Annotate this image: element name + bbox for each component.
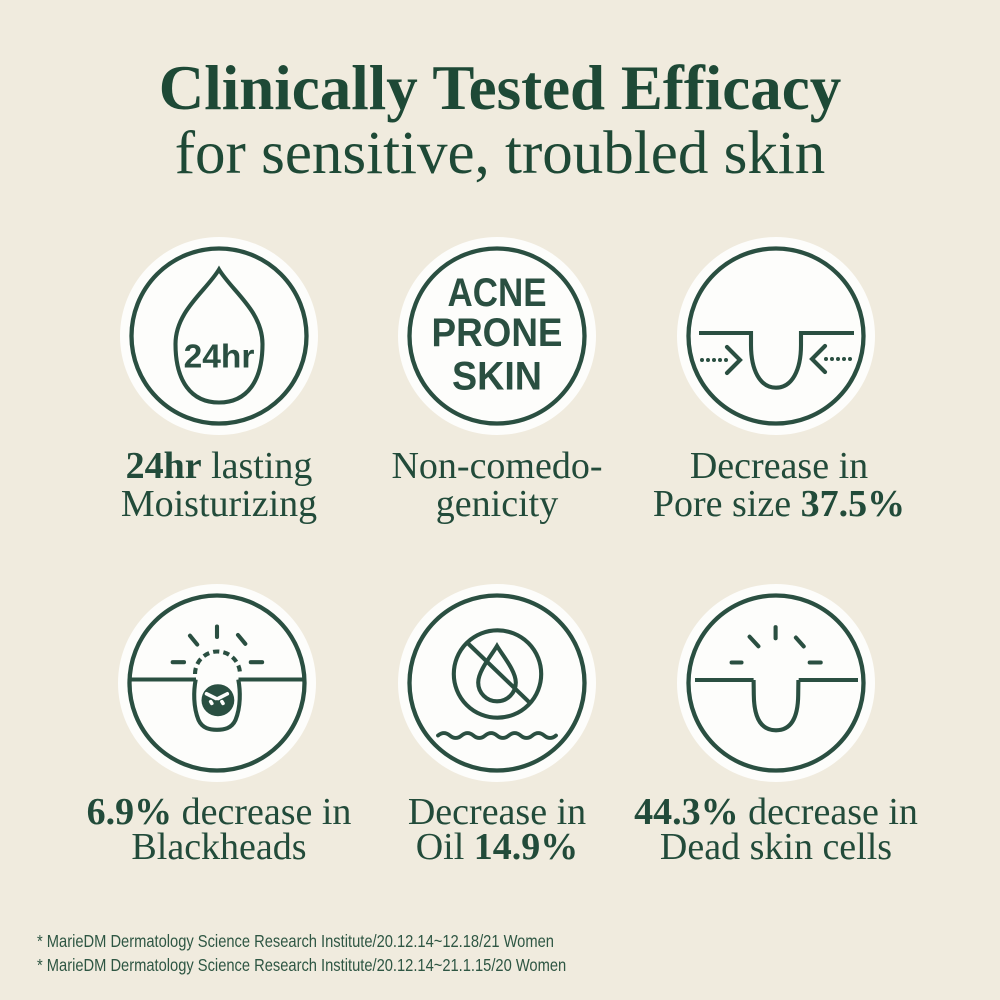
svg-text:PRONE: PRONE xyxy=(432,311,563,355)
svg-text:SKIN: SKIN xyxy=(452,355,542,399)
svg-text:24hr: 24hr xyxy=(184,339,255,376)
svg-text:ACNE: ACNE xyxy=(448,271,547,315)
